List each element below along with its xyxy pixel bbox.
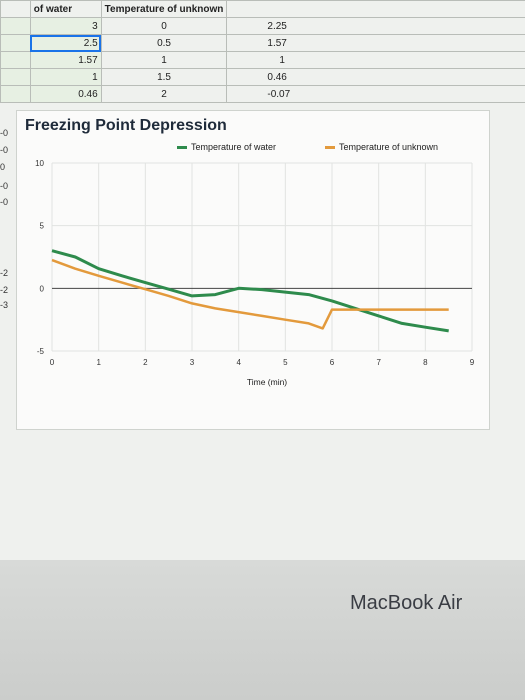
table-cell[interactable]	[0, 17, 31, 35]
x-axis-label: Time (min)	[247, 377, 287, 387]
legend-item-water[interactable]: Temperature of water	[177, 142, 276, 152]
table-header-row: of water Temperature of unknown	[0, 0, 525, 18]
header-cell[interactable]: of water	[29, 0, 102, 18]
header-cell[interactable]	[0, 0, 31, 18]
series-line-water	[51, 249, 449, 333]
chart-title: Freezing Point Depression	[25, 117, 227, 134]
y-tick-label: -5	[37, 347, 45, 356]
table-row: 1.57 1 1	[0, 51, 525, 69]
table-cell[interactable]: -0.07	[226, 85, 525, 103]
x-tick-label: 0	[50, 358, 55, 367]
legend-swatch-unknown	[325, 146, 335, 150]
table-cell[interactable]: 0.46	[226, 68, 525, 86]
table-cell[interactable]	[0, 34, 31, 52]
series-line-unknown	[51, 258, 449, 330]
x-tick-label: 4	[236, 358, 241, 367]
table-cell[interactable]: 2	[100, 85, 228, 103]
x-tick-label: 1	[96, 358, 101, 367]
cell-fragment: 0	[0, 162, 6, 172]
x-tick-label: 9	[470, 358, 475, 367]
table-cell[interactable]: 2.25	[226, 17, 525, 35]
legend-label-water: Temperature of water	[191, 142, 277, 152]
laptop-screen: of water Temperature of unknown 3 0 2.25…	[0, 0, 525, 560]
table-row: 2.5 0.5 1.57	[0, 34, 525, 52]
data-table: of water Temperature of unknown 3 0 2.25…	[0, 0, 525, 103]
legend-swatch-water	[177, 146, 187, 150]
table-row: 1 1.5 0.46	[0, 68, 525, 86]
table-row: 0.46 2 -0.07	[0, 85, 525, 103]
line-chart[interactable]: Freezing Point Depression Temperature of…	[16, 110, 490, 430]
x-tick-label: 2	[143, 358, 148, 367]
cell-fragment: -0	[0, 181, 9, 191]
table-cell[interactable]: 1	[29, 68, 102, 86]
x-tick-label: 6	[330, 358, 335, 367]
table-cell[interactable]: 3	[29, 17, 102, 35]
table-cell[interactable]: 0	[100, 17, 228, 35]
cell-fragment: -0	[0, 197, 9, 207]
table-cell[interactable]: 1	[226, 51, 525, 69]
device-brand-label: MacBook Air	[350, 592, 463, 614]
cell-fragment: -0	[0, 128, 9, 138]
x-tick-label: 7	[376, 358, 381, 367]
x-tick-label: 5	[283, 358, 288, 367]
x-tick-label: 3	[190, 358, 195, 367]
legend-item-unknown[interactable]: Temperature of unknown	[325, 142, 438, 152]
spreadsheet: of water Temperature of unknown 3 0 2.25…	[0, 0, 525, 430]
y-tick-label: 5	[40, 222, 45, 231]
y-tick-label: 10	[35, 159, 44, 168]
x-tick-label: 8	[423, 358, 428, 367]
laptop-bezel	[0, 560, 525, 700]
table-cell-selected[interactable]: 2.5	[29, 34, 102, 52]
table-cell[interactable]: 0.46	[29, 85, 102, 103]
table-cell[interactable]: 1.57	[226, 34, 525, 52]
table-cell[interactable]: 0.5	[100, 34, 228, 52]
cell-fragment: -3	[0, 300, 9, 310]
cell-fragment: -2	[0, 268, 9, 278]
plot-area: 10 5 0 -5 0 1 2 3 4 5 6 7 8 9 Time (min)	[35, 159, 475, 387]
header-cell[interactable]: Temperature of unknown	[100, 0, 228, 18]
legend-label-unknown: Temperature of unknown	[339, 142, 439, 152]
cell-fragment: -0	[0, 145, 9, 155]
header-cell[interactable]	[226, 0, 525, 18]
table-cell[interactable]	[0, 51, 31, 69]
table-cell[interactable]: 1	[100, 51, 228, 69]
table-cell[interactable]	[0, 68, 31, 86]
table-cell[interactable]: 1.57	[29, 51, 102, 69]
y-tick-label: 0	[40, 284, 45, 293]
table-cell[interactable]: 1.5	[100, 68, 228, 86]
table-cell[interactable]	[0, 85, 31, 103]
table-row: 3 0 2.25	[0, 17, 525, 35]
cell-fragment: -2	[0, 285, 9, 295]
